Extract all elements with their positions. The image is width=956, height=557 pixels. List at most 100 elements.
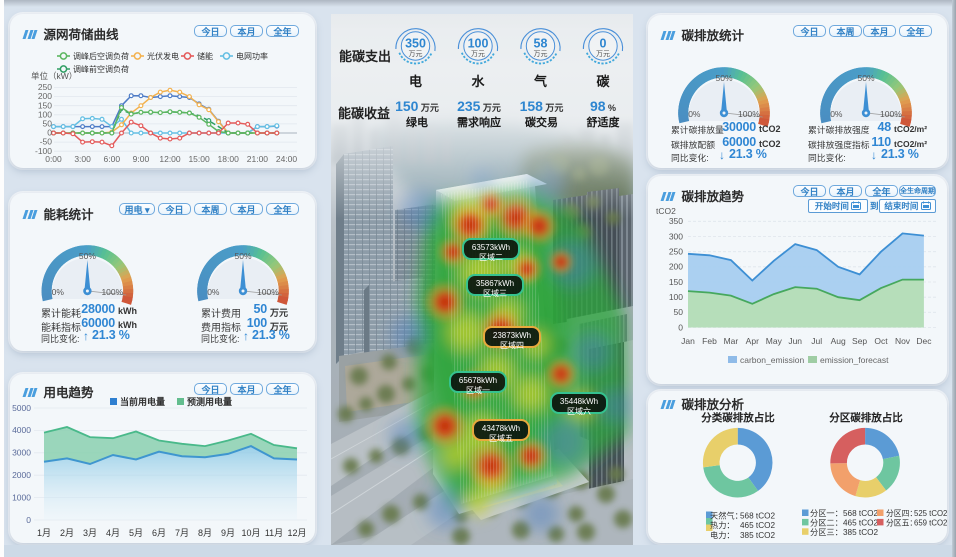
- svg-text:6月: 6月: [152, 528, 166, 538]
- svg-text:300: 300: [669, 231, 683, 241]
- svg-text:0%: 0%: [52, 287, 65, 297]
- svg-text:Jun: Jun: [788, 336, 802, 346]
- svg-text:3:00: 3:00: [74, 154, 91, 164]
- svg-text:5月: 5月: [129, 528, 143, 538]
- svg-text:调峰后空调负荷: 调峰后空调负荷: [73, 51, 129, 61]
- svg-text:200: 200: [38, 91, 52, 101]
- svg-text:100%: 100%: [257, 287, 279, 297]
- svg-text:50%: 50%: [857, 73, 874, 83]
- svg-text:50%: 50%: [79, 251, 96, 261]
- svg-text:储能: 储能: [197, 51, 213, 61]
- svg-text:58: 58: [534, 37, 548, 51]
- svg-text:50%: 50%: [715, 73, 732, 83]
- svg-text:热力：: 热力：: [710, 520, 735, 530]
- svg-text:0: 0: [600, 37, 607, 51]
- svg-text:2月: 2月: [60, 528, 74, 538]
- svg-text:525 tCO2: 525 tCO2: [914, 509, 947, 518]
- svg-text:1月: 1月: [37, 528, 51, 538]
- svg-text:10月: 10月: [241, 528, 260, 538]
- svg-text:1000: 1000: [12, 492, 31, 502]
- svg-text:18:00: 18:00: [218, 154, 240, 164]
- svg-text:9:00: 9:00: [133, 154, 150, 164]
- svg-text:250: 250: [669, 247, 683, 257]
- svg-text:568 tCO2: 568 tCO2: [843, 509, 878, 518]
- svg-text:3月: 3月: [83, 528, 97, 538]
- svg-text:天然气：: 天然气：: [710, 511, 743, 521]
- svg-text:465 tCO2: 465 tCO2: [740, 521, 775, 530]
- svg-text:568 tCO2: 568 tCO2: [740, 512, 775, 521]
- svg-text:385 tCO2: 385 tCO2: [740, 531, 775, 540]
- svg-text:调峰前空调负荷: 调峰前空调负荷: [73, 64, 129, 74]
- svg-text:465 tCO2: 465 tCO2: [843, 518, 878, 527]
- svg-text:200: 200: [669, 262, 683, 272]
- svg-text:0:00: 0:00: [45, 154, 62, 164]
- svg-text:50%: 50%: [234, 251, 251, 261]
- svg-text:光伏发电: 光伏发电: [147, 51, 179, 61]
- svg-text:659 tCO2: 659 tCO2: [914, 518, 947, 527]
- svg-text:Nov: Nov: [895, 336, 911, 346]
- svg-text:9月: 9月: [221, 528, 235, 538]
- svg-text:万元: 万元: [471, 50, 485, 58]
- svg-text:Feb: Feb: [702, 336, 717, 346]
- svg-text:4000: 4000: [12, 425, 31, 435]
- svg-text:5000: 5000: [12, 403, 31, 413]
- svg-text:分区一：: 分区一：: [810, 509, 843, 518]
- svg-text:emission_forecast: emission_forecast: [820, 355, 889, 365]
- svg-text:150: 150: [38, 100, 52, 110]
- svg-text:May: May: [766, 336, 783, 346]
- svg-text:100%: 100%: [101, 287, 123, 297]
- svg-text:8月: 8月: [198, 528, 212, 538]
- svg-text:100: 100: [468, 37, 489, 51]
- svg-text:万元: 万元: [596, 50, 610, 58]
- svg-text:预测用电量: 预测用电量: [187, 396, 232, 407]
- svg-text:385 tCO2: 385 tCO2: [843, 528, 878, 537]
- svg-text:分区五：: 分区五：: [886, 518, 917, 527]
- svg-text:0%: 0%: [207, 287, 220, 297]
- svg-text:3000: 3000: [12, 448, 31, 458]
- svg-text:carbon_emission: carbon_emission: [740, 355, 805, 365]
- svg-text:万元: 万元: [409, 50, 423, 58]
- svg-text:12:00: 12:00: [159, 154, 181, 164]
- svg-text:150: 150: [669, 277, 683, 287]
- svg-text:tCO2: tCO2: [656, 206, 676, 216]
- svg-text:100%: 100%: [880, 109, 902, 119]
- svg-text:0: 0: [678, 322, 683, 332]
- svg-text:Sep: Sep: [852, 336, 867, 346]
- svg-text:0%: 0%: [688, 109, 701, 119]
- svg-text:250: 250: [38, 82, 52, 92]
- svg-text:Oct: Oct: [874, 336, 888, 346]
- svg-text:50: 50: [43, 119, 53, 129]
- svg-text:4月: 4月: [106, 528, 120, 538]
- svg-text:0: 0: [47, 128, 52, 138]
- svg-text:6:00: 6:00: [104, 154, 121, 164]
- svg-text:100%: 100%: [738, 109, 760, 119]
- svg-text:50: 50: [674, 307, 684, 317]
- svg-text:Mar: Mar: [724, 336, 739, 346]
- svg-text:电力：: 电力：: [710, 530, 735, 540]
- svg-text:Jul: Jul: [811, 336, 822, 346]
- svg-text:Jan: Jan: [681, 336, 695, 346]
- svg-text:15:00: 15:00: [188, 154, 210, 164]
- svg-text:2000: 2000: [12, 470, 31, 480]
- svg-text:电网功率: 电网功率: [236, 51, 268, 61]
- svg-text:350: 350: [405, 37, 426, 51]
- svg-text:分区四：: 分区四：: [886, 509, 917, 518]
- svg-text:-100: -100: [35, 146, 52, 156]
- svg-text:11月: 11月: [265, 528, 283, 538]
- svg-text:当前用电量: 当前用电量: [120, 396, 165, 407]
- svg-text:12月: 12月: [287, 528, 306, 538]
- svg-text:21:00: 21:00: [247, 154, 269, 164]
- svg-text:Aug: Aug: [831, 336, 846, 346]
- svg-text:分区三：: 分区三：: [810, 528, 843, 537]
- svg-text:单位（kW）: 单位（kW）: [31, 71, 77, 81]
- svg-text:350: 350: [669, 216, 683, 226]
- svg-text:万元: 万元: [534, 50, 548, 58]
- svg-text:0: 0: [26, 515, 31, 525]
- svg-text:100: 100: [669, 292, 683, 302]
- svg-text:0%: 0%: [830, 109, 843, 119]
- svg-text:100: 100: [38, 109, 52, 119]
- svg-text:Apr: Apr: [746, 336, 759, 346]
- svg-text:-50: -50: [40, 137, 53, 147]
- svg-text:Dec: Dec: [916, 336, 932, 346]
- svg-text:24:00: 24:00: [276, 154, 298, 164]
